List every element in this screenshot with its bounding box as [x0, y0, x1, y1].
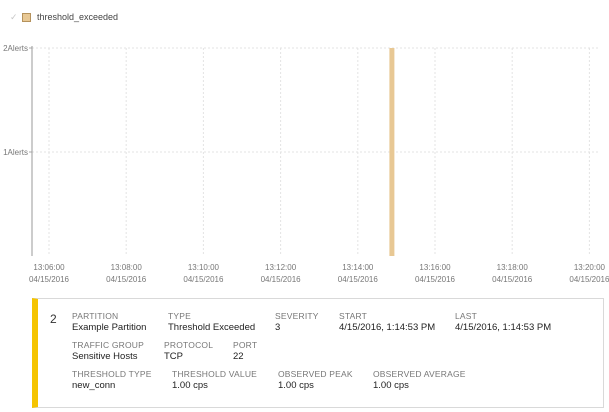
threshold-type-label: THRESHOLD TYPE [72, 369, 152, 379]
legend-check-icon[interactable]: ✓ [10, 12, 18, 22]
x-tick-time-label: 13:14:00 [342, 263, 374, 272]
x-tick-time-label: 13:06:00 [33, 263, 65, 272]
x-tick-date-label: 04/15/2016 [183, 275, 224, 284]
partition-label: PARTITION [72, 311, 119, 321]
y-tick-label: 1Alerts [3, 148, 28, 157]
threshold-value-label: THRESHOLD VALUE [172, 369, 258, 379]
traffic-group-value: Sensitive Hosts [72, 351, 138, 362]
x-tick-time-label: 13:18:00 [497, 263, 529, 272]
threshold-value-value: 1.00 cps [172, 380, 208, 391]
x-tick-date-label: 04/15/2016 [261, 275, 302, 284]
protocol-value: TCP [164, 351, 183, 362]
alert-bar [389, 48, 395, 256]
y-tick-label: 2Alerts [3, 44, 28, 53]
legend-label[interactable]: threshold_exceeded [37, 12, 119, 22]
alert-detail-card[interactable]: 2 PARTITION Example Partition TYPE Thres… [32, 298, 604, 408]
traffic-group-label: TRAFFIC GROUP [72, 340, 145, 350]
x-tick-time-label: 13:08:00 [111, 263, 143, 272]
start-value: 4/15/2016, 1:14:53 PM [339, 322, 436, 333]
x-tick-date-label: 04/15/2016 [338, 275, 379, 284]
severity-value: 3 [275, 322, 281, 333]
x-tick-date-label: 04/15/2016 [569, 275, 609, 284]
alerts-timeline-chart: 1Alerts 2Alerts 13:06:00 04/15/2016 13:08:00… [3, 44, 609, 284]
x-tick-date-label: 04/15/2016 [492, 275, 533, 284]
legend-swatch[interactable] [22, 12, 31, 22]
protocol-label: PROTOCOL [164, 340, 214, 350]
x-tick-time-label: 13:16:00 [419, 263, 451, 272]
partition-value: Example Partition [72, 322, 147, 333]
type-label: TYPE [168, 311, 192, 321]
observed-average-label: OBSERVED AVERAGE [373, 369, 466, 379]
x-tick-date-label: 04/15/2016 [415, 275, 456, 284]
observed-average-value: 1.00 cps [373, 380, 409, 391]
x-tick-time-label: 13:20:00 [574, 263, 606, 272]
chart-legend: ✓ threshold_exceeded [10, 10, 118, 24]
type-value: Threshold Exceeded [168, 322, 256, 333]
start-label: START [339, 311, 368, 321]
port-label: PORT [233, 340, 258, 350]
last-label: LAST [455, 311, 478, 321]
last-value: 4/15/2016, 1:14:53 PM [455, 322, 552, 333]
alert-count: 2 [50, 312, 57, 326]
threshold-type-value: new_conn [72, 380, 116, 391]
observed-peak-label: OBSERVED PEAK [278, 369, 353, 379]
observed-peak-value: 1.00 cps [278, 380, 314, 391]
x-tick-date-label: 04/15/2016 [29, 275, 70, 284]
port-value: 22 [233, 351, 244, 362]
x-tick-date-label: 04/15/2016 [106, 275, 147, 284]
x-tick-time-label: 13:12:00 [265, 263, 297, 272]
x-tick-time-label: 13:10:00 [188, 263, 220, 272]
severity-label: SEVERITY [275, 311, 319, 321]
